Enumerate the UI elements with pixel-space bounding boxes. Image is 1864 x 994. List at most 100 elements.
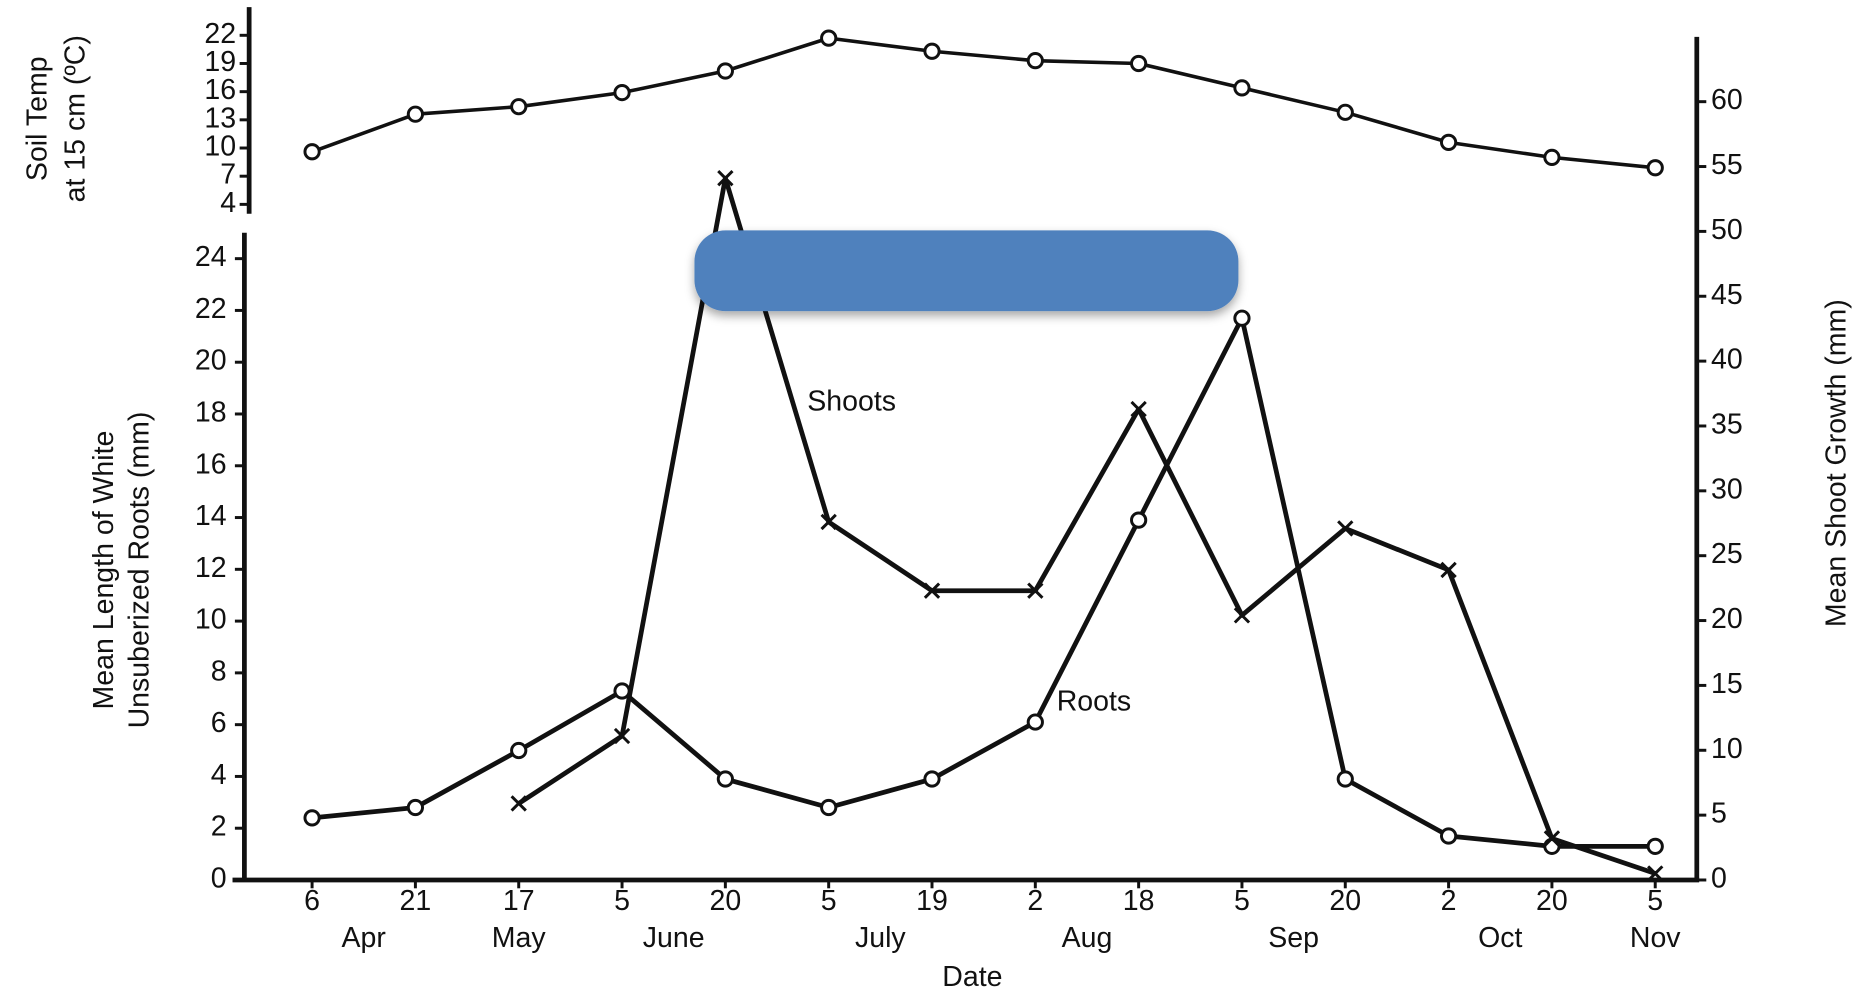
month-label: Aug: [1062, 922, 1113, 954]
y2-tick-label: 15: [1711, 668, 1743, 700]
point-marker: [613, 682, 631, 700]
y-tick-label: 8: [211, 655, 227, 687]
point-marker: [1543, 830, 1561, 847]
series-line: [311, 36, 1656, 170]
point-marker: [1439, 827, 1458, 845]
series-label: Roots: [1057, 686, 1131, 718]
point-marker: [1439, 133, 1458, 151]
point-marker: [923, 770, 941, 788]
y-tick-label: 16: [195, 448, 227, 480]
point-marker: [820, 29, 838, 47]
point-marker: [613, 83, 631, 102]
month-label: June: [643, 922, 705, 954]
y2-tick-label: 0: [1711, 863, 1727, 895]
point-marker: [613, 727, 631, 745]
y-tick-label: 18: [195, 397, 227, 429]
point-marker: [923, 582, 941, 599]
y-tick-label: 2: [211, 811, 227, 843]
y-tick-label: 6: [211, 707, 227, 739]
x-tick-label: 18: [1123, 885, 1155, 917]
y2-tick-label: 35: [1711, 409, 1743, 441]
series-label: Shoots: [807, 386, 896, 418]
y2-tick-label: 20: [1711, 603, 1743, 635]
y-tick-label: 7: [220, 159, 236, 191]
month-label: Sep: [1268, 922, 1319, 954]
point-marker: [303, 809, 321, 827]
y-tick-label: 10: [204, 131, 236, 163]
point-marker: [1647, 865, 1664, 882]
point-marker: [1336, 103, 1354, 121]
month-label: Nov: [1630, 922, 1681, 954]
y2-tick-label: 50: [1711, 214, 1743, 246]
y-axis-label: Unsuberized Roots (mm): [124, 412, 156, 729]
point-marker: [1543, 148, 1561, 167]
x-tick-label: 2: [1441, 885, 1457, 917]
point-marker: [1233, 607, 1251, 624]
point-marker: [1130, 511, 1148, 529]
series-line: [311, 315, 1656, 849]
y2-axis-label: Mean Shoot Growth (mm): [1821, 299, 1853, 627]
point-marker: [923, 42, 941, 60]
x-tick-label: 5: [614, 885, 630, 917]
point-marker: [1026, 713, 1044, 731]
point-marker: [1026, 52, 1044, 70]
month-label: Apr: [342, 922, 387, 954]
x-tick-label: 20: [1536, 885, 1568, 917]
y-axis-label: at 15 cm (ºC): [59, 35, 91, 202]
y-tick-label: 4: [220, 187, 236, 219]
overlay-box: [694, 230, 1239, 312]
month-label: July: [855, 922, 906, 954]
x-axis-label: Date: [942, 961, 1002, 993]
point-marker: [406, 105, 425, 123]
x-tick-label: 21: [400, 885, 432, 917]
point-marker: [820, 513, 837, 531]
y-tick-label: 0: [211, 863, 227, 895]
y-tick-label: 22: [195, 293, 227, 325]
y-tick-label: 24: [195, 241, 227, 273]
y-tick-label: 20: [195, 345, 227, 377]
point-marker: [1027, 582, 1044, 599]
point-marker: [510, 741, 528, 760]
x-tick-label: 5: [1647, 885, 1663, 917]
y2-tick-label: 5: [1711, 798, 1727, 830]
month-label: Oct: [1478, 922, 1522, 954]
y-axis-label: Soil Temp: [21, 56, 53, 181]
y2-tick-label: 60: [1711, 84, 1743, 116]
y-tick-label: 19: [204, 46, 236, 78]
point-marker: [1130, 400, 1147, 418]
y2-tick-label: 30: [1711, 473, 1743, 505]
point-marker: [1233, 309, 1251, 327]
x-tick-label: 6: [304, 885, 320, 917]
x-tick-label: 5: [821, 885, 837, 917]
x-tick-label: 20: [710, 885, 742, 917]
point-marker: [717, 170, 734, 187]
y2-tick-label: 45: [1711, 279, 1743, 311]
y-tick-label: 12: [195, 552, 227, 584]
x-tick-label: 20: [1329, 885, 1361, 917]
x-tick-label: 2: [1027, 885, 1043, 917]
point-marker: [716, 770, 734, 788]
y-tick-label: 14: [195, 500, 227, 532]
y2-tick-label: 10: [1711, 733, 1743, 765]
point-marker: [406, 798, 425, 817]
point-marker: [1336, 770, 1354, 788]
point-marker: [1440, 561, 1457, 579]
x-tick-label: 5: [1234, 885, 1250, 917]
y-tick-label: 13: [204, 102, 236, 134]
point-marker: [820, 798, 838, 817]
point-marker: [510, 795, 527, 812]
point-marker: [303, 143, 321, 161]
y2-tick-label: 55: [1711, 149, 1743, 181]
point-marker: [1337, 520, 1354, 537]
month-label: May: [492, 922, 547, 954]
point-marker: [1646, 159, 1664, 177]
y2-tick-label: 40: [1711, 344, 1743, 376]
point-marker: [1233, 79, 1251, 97]
x-tick-label: 17: [503, 885, 535, 917]
point-marker: [1646, 837, 1664, 855]
y-tick-label: 22: [204, 18, 236, 50]
y-tick-label: 16: [204, 74, 236, 106]
y-tick-label: 4: [211, 759, 227, 791]
